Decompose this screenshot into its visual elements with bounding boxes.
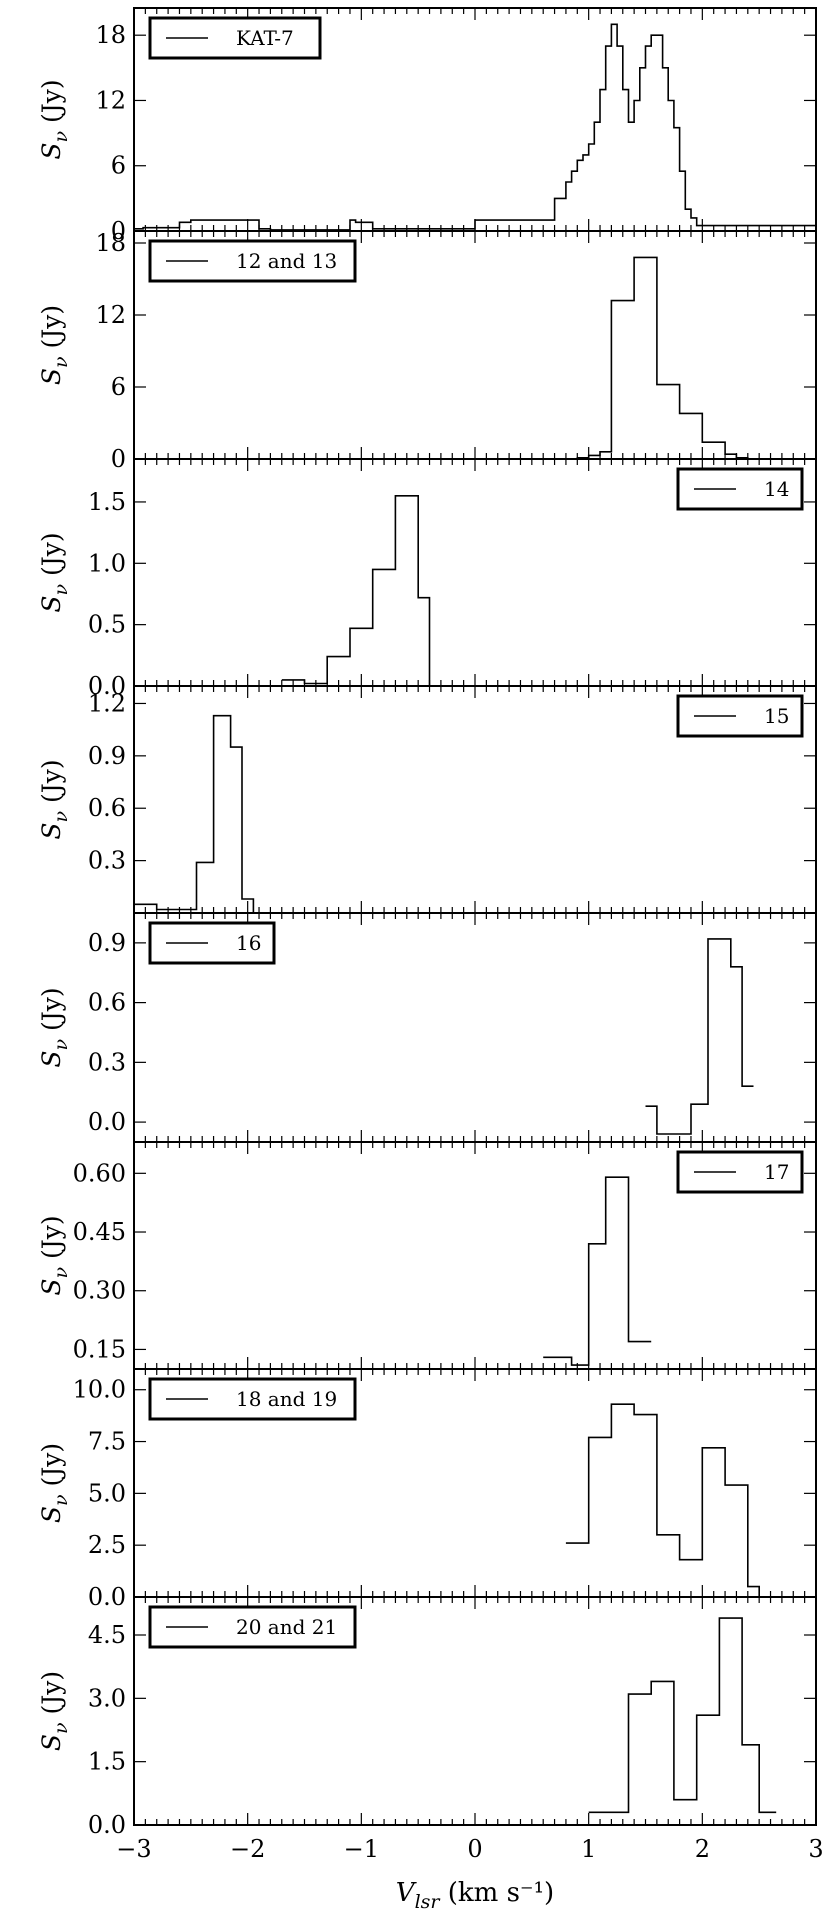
y-tick-label: 6 [111,152,126,180]
y-tick-label: 0.6 [88,989,126,1017]
y-axis-label: Sν (Jy) [37,532,72,612]
x-tick-label: 2 [695,1835,710,1863]
legend-label: 15 [764,704,789,728]
panel-4: 0.3 0.6 0.9 1.2 Sν (Jy) 15 [37,685,817,914]
y-tick-label: 0.3 [88,847,126,875]
y-tick-label: 0.6 [88,794,126,822]
legend-label: 17 [764,1160,789,1184]
y-tick-label: 0.45 [73,1218,126,1246]
spectrum-line-5 [645,938,754,1135]
legend: 15 [676,694,804,738]
legend: 12 and 13 [148,239,357,283]
panel-3: 0.0 0.5 1.0 1.5 Sν (Jy) 14 [37,458,817,700]
x-tick-label: 0 [467,1835,482,1863]
spectrum-line-6 [543,1176,652,1366]
y-tick-label: 5.0 [88,1479,126,1507]
x-tick-label: 1 [581,1835,596,1863]
y-tick-label: 10.0 [73,1376,126,1404]
y-tick-label: 0.0 [88,1811,126,1839]
x-axis-label: Vlsr (km s⁻¹) [396,1878,554,1913]
panel-8: 0.0 1.5 3.0 4.5 Sν (Jy) 20 and 21 [37,1596,817,1839]
y-tick-label: 4.5 [88,1621,126,1649]
y-tick-label: 12 [95,86,126,114]
panel-frame [133,1596,817,1826]
y-tick-label: 0.30 [73,1277,126,1305]
legend: 16 [148,921,276,965]
y-tick-label: 1.2 [88,689,126,717]
spectrum-line-8 [588,1617,777,1814]
y-axis-label: Sν (Jy) [37,1443,72,1523]
y-tick-label: 1.0 [88,549,126,577]
panel-2: 0 6 12 18 Sν (Jy) 12 and 13 [37,229,817,473]
legend: KAT-7 [148,16,322,60]
panel-7: 0.0 2.5 5.0 7.5 10.0 Sν (Jy) 18 and 19 [37,1368,817,1611]
legend-label: 12 and 13 [236,249,337,273]
y-tick-label: 18 [95,21,126,49]
y-tick-label: 7.5 [88,1428,126,1456]
x-tick-label: −2 [230,1835,265,1863]
x-tick-label: −3 [116,1835,151,1863]
y-tick-label: 0.60 [73,1159,126,1187]
y-tick-label: 0.9 [88,742,126,770]
legend-label: 16 [236,931,261,955]
y-tick-label: 6 [111,373,126,401]
y-tick-label: 2.5 [88,1531,126,1559]
legend: 17 [676,1150,804,1194]
spectrum-line-4 [134,714,265,913]
y-tick-label: 0.9 [88,929,126,957]
y-tick-label: 0.0 [88,1108,126,1136]
panel-1: 0 6 12 18 Sν (Jy) KAT-7 [37,7,817,245]
legend: 18 and 19 [148,1377,357,1421]
y-tick-label: 0.15 [73,1335,126,1363]
legend: 14 [676,467,804,511]
spectrum-line-7 [565,1403,771,1597]
x-tick-label: 3 [808,1835,823,1863]
y-tick-label: 0.5 [88,611,126,639]
legend: 20 and 21 [148,1605,357,1649]
x-tick-label: −1 [344,1835,379,1863]
y-axis-label: Sν (Jy) [37,79,72,159]
spectrum-line-1 [134,23,816,231]
y-tick-label: 18 [95,229,126,257]
y-axis-label: Sν (Jy) [37,987,72,1067]
legend-label: KAT-7 [236,26,294,50]
y-tick-label: 0 [111,445,126,473]
y-tick-label: 3.0 [88,1684,126,1712]
y-tick-label: 0.3 [88,1048,126,1076]
spectrum-line-2 [134,256,816,459]
legend-label: 20 and 21 [236,1615,337,1639]
y-axis-label: Sν (Jy) [37,1671,72,1751]
y-axis-label: Sν (Jy) [37,759,72,839]
panel-5: 0.0 0.3 0.6 0.9 Sν (Jy) 16 [37,912,817,1143]
y-tick-label: 12 [95,301,126,329]
legend-label: 18 and 19 [236,1387,337,1411]
y-tick-label: 0 [111,217,126,245]
y-tick-label: 1.5 [88,1748,126,1776]
y-tick-label: 0.0 [88,1583,126,1611]
y-axis-label: Sν (Jy) [37,1215,72,1295]
y-tick-label: 0.0 [88,672,126,700]
shared-x-axis: −3 −2 −1 0 1 2 3 Vlsr (km s⁻¹) [116,1835,823,1913]
y-tick-label: 1.5 [88,488,126,516]
spectrum-line-3 [281,495,441,686]
y-axis-label: Sν (Jy) [37,305,72,385]
legend-label: 14 [764,477,789,501]
